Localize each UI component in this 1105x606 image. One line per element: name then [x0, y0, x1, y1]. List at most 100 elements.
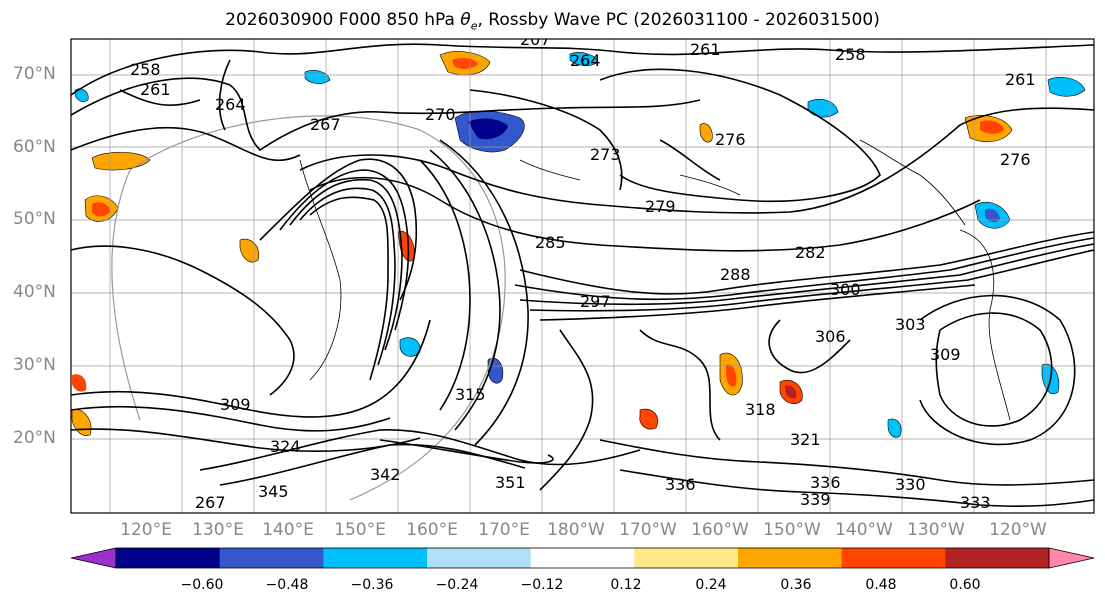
longitude-label: 130°W: [907, 520, 965, 540]
colorbar-segment: [323, 548, 428, 568]
colorbar-tick: −0.12: [520, 577, 564, 593]
negative-anomaly-patch: [468, 118, 508, 140]
positive-anomaly-patch: [785, 385, 797, 399]
contour-label: 279: [645, 197, 676, 216]
contour-label: 282: [795, 243, 826, 262]
colorbar-tick: 0.12: [610, 577, 642, 593]
positive-anomaly-patch: [452, 57, 478, 69]
contour-label: 351: [495, 473, 526, 492]
contour-label: 285: [535, 233, 566, 252]
longitude-label: 130°E: [192, 520, 244, 540]
contour-label: 297: [580, 292, 611, 311]
colorbar-segment: [530, 548, 635, 568]
colorbar-extend-min: [70, 547, 117, 569]
colorbar-extend-max: [1048, 547, 1095, 569]
contour-label: 276: [715, 130, 746, 149]
latitude-label: 70°N: [13, 64, 56, 84]
contour-label: 342: [370, 465, 401, 484]
contour-label: 333: [960, 493, 991, 512]
colorbar-tick: −0.36: [350, 577, 394, 593]
theta-e-contours: [71, 43, 1094, 507]
colorbar-segment: [634, 548, 739, 568]
colorbar-segment: [945, 548, 1050, 568]
map-title: 2026030900 F000 850 hPa θe, Rossby Wave …: [225, 10, 880, 33]
longitude-label: 120°E: [120, 520, 172, 540]
colorbar-tick: −0.60: [180, 577, 224, 593]
colorbar-tick: 0.24: [695, 577, 727, 593]
contour-label: 270: [425, 105, 456, 124]
negative-anomaly-patch: [569, 52, 599, 66]
contour-label: 318: [745, 400, 776, 419]
positive-anomaly-patch: [699, 123, 713, 143]
positive-anomaly-patch: [91, 151, 151, 171]
colorbar-segment: [427, 548, 532, 568]
contour-label: 345: [258, 482, 289, 501]
latitude-label: 60°N: [13, 137, 56, 157]
longitude-label: 170°W: [619, 520, 677, 540]
colorbar-tick: 0.60: [949, 577, 981, 593]
colorbar-frame: [115, 547, 1050, 569]
colorbar-tick: −0.24: [435, 577, 479, 593]
colorbar-segment: [116, 548, 221, 568]
negative-anomaly-patch: [304, 70, 331, 84]
contour-label: 309: [220, 395, 251, 414]
contour-label: 258: [835, 45, 866, 64]
longitude-label: 180°W: [547, 520, 605, 540]
contour-label: 273: [590, 145, 621, 164]
anomaly-shading: [71, 51, 1086, 438]
positive-anomaly-patch: [92, 202, 110, 217]
negative-anomaly-patch: [399, 337, 421, 357]
positive-anomaly-patch: [72, 374, 87, 392]
contour-label: 267: [310, 115, 341, 134]
contour-label: 336: [810, 473, 841, 492]
contour-label: 276: [1000, 150, 1031, 169]
contour-label: 264: [215, 95, 246, 114]
longitude-label: 160°E: [406, 520, 458, 540]
longitude-label: 120°W: [989, 520, 1047, 540]
contour-label: 306: [815, 327, 846, 346]
contour-label: 261: [690, 40, 721, 59]
positive-anomaly-patch: [639, 408, 659, 430]
latitude-label: 30°N: [13, 355, 56, 375]
latitude-label: 40°N: [13, 282, 56, 302]
contour-label: 207: [520, 30, 551, 49]
contour-label: 288: [720, 265, 751, 284]
region-outline: [111, 115, 506, 501]
longitude-label: 150°W: [763, 520, 821, 540]
colorbar-segment: [841, 548, 946, 568]
latitude-label: 50°N: [13, 209, 56, 229]
colorbar-segment: [219, 548, 324, 568]
negative-anomaly-patch: [1047, 77, 1086, 97]
contour-label: 330: [895, 475, 926, 494]
longitude-label: 140°W: [835, 520, 893, 540]
contour-label: 321: [790, 430, 821, 449]
negative-anomaly-patch: [807, 99, 839, 118]
colorbar-tick: 0.36: [780, 577, 812, 593]
positive-anomaly-patch: [980, 120, 1004, 134]
contour-label: 258: [130, 60, 161, 79]
coastlines: [299, 139, 1011, 421]
longitude-label: 160°W: [691, 520, 749, 540]
colorbar-tick: −0.48: [265, 577, 309, 593]
contour-label: 264: [570, 51, 601, 70]
contour-label: 267: [195, 493, 226, 512]
longitude-label: 140°E: [262, 520, 314, 540]
contour-label: 336: [665, 475, 696, 494]
contour-label: 300: [830, 280, 861, 299]
positive-anomaly-patch: [726, 364, 737, 387]
longitude-label: 170°E: [478, 520, 530, 540]
contour-label: 315: [455, 385, 486, 404]
contour-label: 261: [1005, 70, 1036, 89]
negative-anomaly-patch: [74, 88, 89, 102]
contour-label: 339: [800, 490, 831, 509]
contour-label: 261: [140, 80, 171, 99]
colorbar-tick: 0.48: [865, 577, 897, 593]
colorbar-segment: [738, 548, 843, 568]
contour-labels: 207 264 261 258 258 261 264 261 270 267 …: [130, 30, 1036, 512]
contour-label: 303: [895, 315, 926, 334]
negative-anomaly-patch: [887, 418, 902, 438]
latitude-label: 20°N: [13, 428, 56, 448]
negative-anomaly-patch: [985, 208, 1000, 223]
